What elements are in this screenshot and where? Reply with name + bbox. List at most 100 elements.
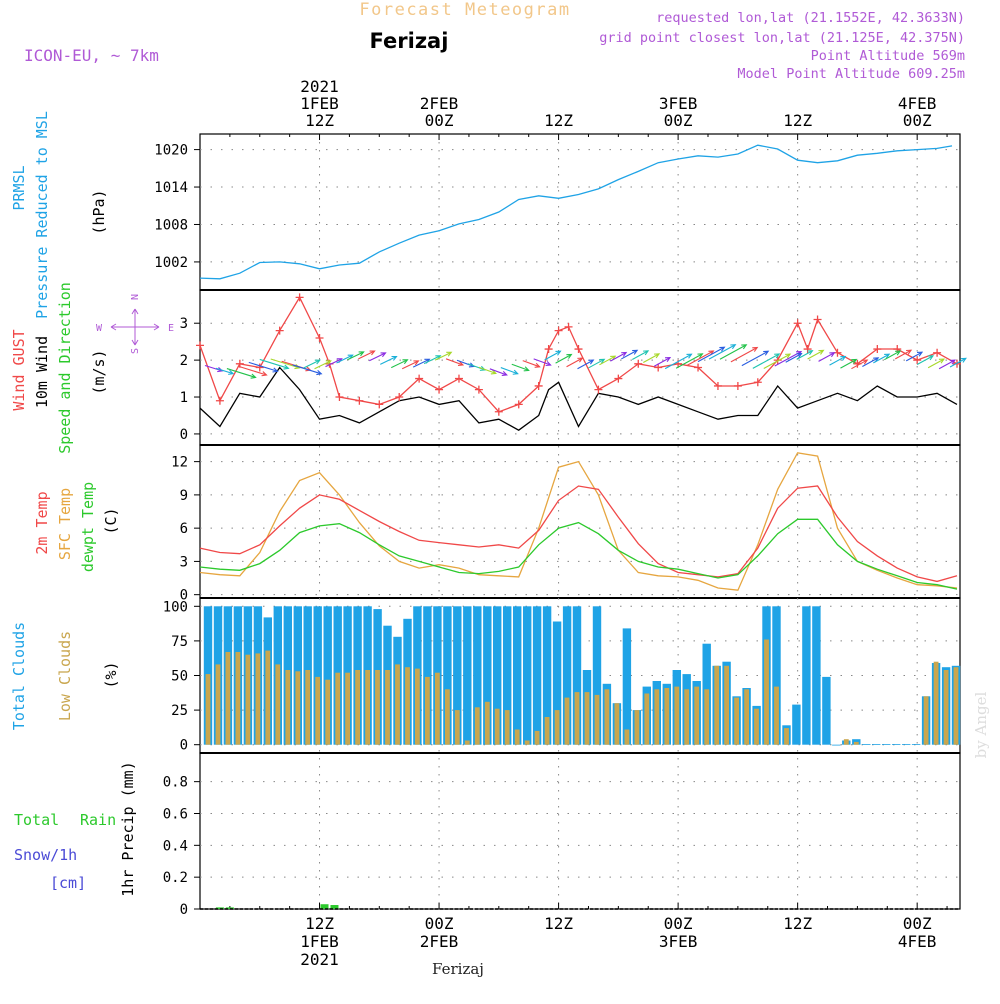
- wind-arrow-head: [413, 360, 420, 366]
- time-label-top: 00Z: [664, 111, 693, 130]
- gust-marker: [315, 333, 324, 342]
- total-cloud-bar: [443, 606, 452, 745]
- wind-arrow-head: [895, 350, 902, 356]
- wind-arrow-head: [457, 361, 465, 367]
- gust-marker: [773, 356, 782, 365]
- wind-arrow: [752, 353, 780, 369]
- wind-arrow: [884, 350, 901, 361]
- wind-arrow: [599, 355, 616, 366]
- gust-marker: [544, 345, 553, 354]
- total-cloud-bar: [562, 606, 572, 745]
- gridpoint-coords: grid point closest lon,lat (21.125E, 42.…: [599, 30, 965, 46]
- wind-arrow: [292, 364, 322, 375]
- wind-arrow: [873, 353, 890, 364]
- time-label-bottom: 12Z: [544, 914, 573, 933]
- y-tick-label: 6: [180, 521, 188, 537]
- wind-arrow-head: [512, 369, 519, 375]
- wind-arrow-head: [664, 356, 672, 362]
- wind-arrow: [796, 350, 813, 360]
- gust-marker: [554, 326, 563, 335]
- y-tick-label: 0.2: [163, 870, 188, 886]
- wind-arrow: [621, 349, 638, 360]
- low-cloud-bar: [943, 670, 949, 745]
- y-tick-label: 0.6: [163, 806, 188, 822]
- gust-marker: [713, 381, 722, 390]
- total-cloud-bar: [453, 606, 462, 745]
- low-cloud-bar: [494, 708, 500, 745]
- wind-arrow: [555, 353, 572, 364]
- low-cloud-bar: [305, 670, 311, 745]
- wind-arrow-head: [545, 361, 552, 367]
- low-cloud-bar: [215, 664, 221, 745]
- time-label-bottom: 3FEB: [659, 932, 698, 951]
- low-cloud-bar: [225, 652, 231, 745]
- wind-arrow: [303, 359, 321, 369]
- wind-arrow: [730, 347, 758, 363]
- gust-marker: [574, 345, 583, 354]
- wind-arrow-head: [325, 360, 332, 366]
- low-cloud-bar: [774, 686, 779, 745]
- time-label-bottom: 00Z: [664, 914, 693, 933]
- wind-arrow: [905, 351, 923, 362]
- wind-arrow: [336, 354, 353, 364]
- wind-arrow: [862, 357, 879, 368]
- low-cloud-bar: [584, 692, 590, 745]
- wind-arrow: [314, 360, 331, 370]
- wind-arrow-head: [938, 358, 946, 364]
- wind-arrow: [401, 360, 419, 370]
- time-label-top: 00Z: [903, 111, 932, 130]
- low-cloud-bar: [295, 671, 301, 745]
- low-cloud-bar: [355, 670, 360, 745]
- label-rain: Rain: [80, 811, 116, 829]
- wind-arrow: [380, 356, 397, 365]
- wind-arrow-head: [829, 352, 836, 358]
- total-cloud-bar: [503, 606, 512, 745]
- ylabel-dewpt: dewpt Temp: [79, 482, 97, 572]
- total-cloud-bar: [792, 704, 801, 745]
- total-cloud-bar: [513, 606, 522, 745]
- low-cloud-bar: [614, 703, 620, 745]
- gust-marker: [564, 322, 573, 331]
- wind-arrow-head: [534, 362, 541, 368]
- wind-arrow: [829, 355, 846, 366]
- wind-arrow: [259, 358, 289, 369]
- wind-arrow-head: [906, 349, 913, 355]
- wind-arrow-head: [730, 344, 737, 350]
- time-label-top: 2021: [300, 77, 339, 96]
- wind-arrow: [818, 352, 835, 362]
- wind-arrow-head: [523, 366, 530, 372]
- total-cloud-bar: [532, 606, 542, 745]
- wind-arrow: [566, 357, 583, 368]
- wind-arrow-head: [314, 359, 321, 365]
- wind-arrow: [215, 367, 234, 375]
- total-cloud-bar: [892, 744, 901, 745]
- gust-marker: [395, 393, 404, 402]
- total-cloud-bar: [911, 744, 921, 745]
- gust-marker: [594, 385, 603, 394]
- gust-marker: [215, 396, 224, 405]
- low-cloud-bar: [435, 672, 440, 745]
- total-cloud-bar: [592, 606, 602, 745]
- y-tick-label: 3: [180, 316, 188, 332]
- wind-arrow: [588, 358, 605, 369]
- total-cloud-bar: [822, 676, 831, 745]
- wind-arrow: [204, 364, 223, 372]
- wind-arrow-head: [566, 353, 573, 359]
- wind-arrow: [577, 359, 594, 370]
- dewpoint-line: [199, 518, 958, 590]
- footer-location: Ferizaj: [432, 960, 484, 978]
- wind-arrow: [522, 360, 540, 368]
- wind-arrow: [412, 358, 430, 368]
- total-cloud-bar: [323, 606, 332, 745]
- time-label-top: 1FEB: [300, 94, 339, 113]
- rain-bar: [330, 905, 339, 909]
- y-tick-label: 0: [180, 738, 188, 754]
- chart-title: Forecast Meteogram: [359, 0, 570, 20]
- wind-arrow-head: [654, 353, 661, 359]
- rain-bar: [225, 907, 234, 909]
- total-cloud-bar: [523, 606, 532, 745]
- gust-marker: [275, 326, 284, 335]
- wind-arrow-head: [840, 355, 847, 361]
- y-tick-label: 1002: [154, 255, 188, 271]
- wind-arrow: [544, 350, 561, 361]
